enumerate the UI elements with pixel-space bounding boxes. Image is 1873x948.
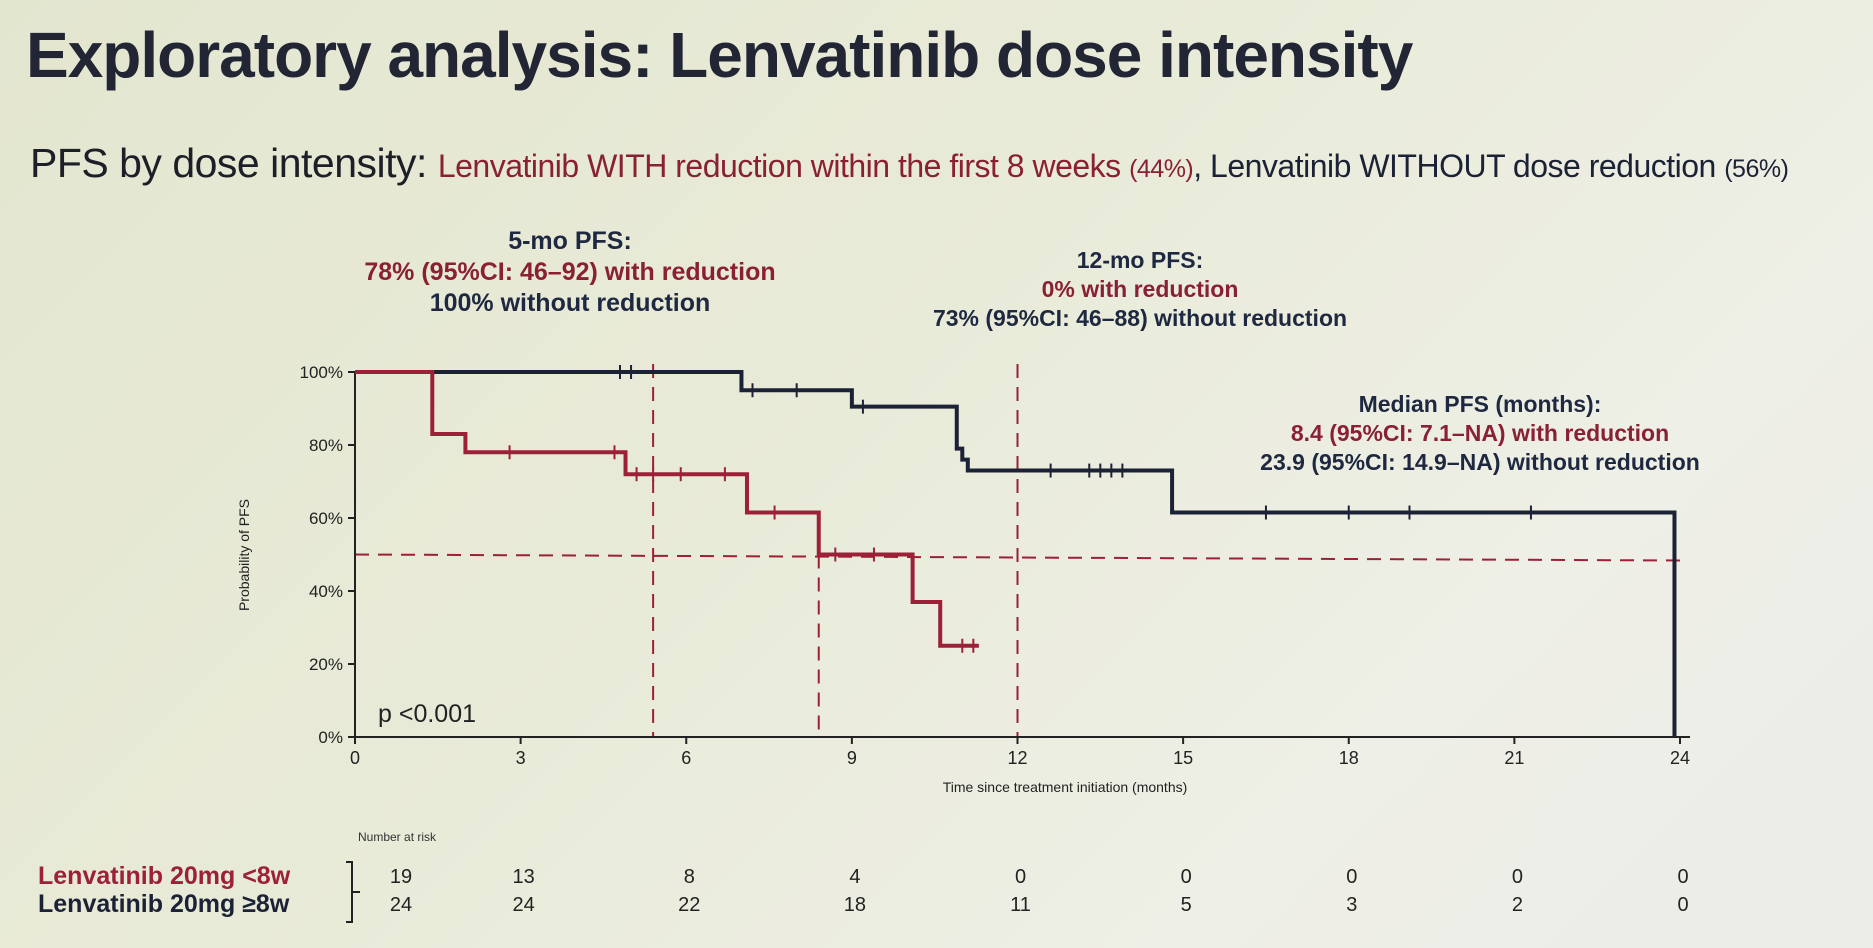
subtitle-with-reduction: Lenvatinib WITH reduction within the fir…: [437, 148, 1130, 184]
risk-value: 0: [1346, 866, 1358, 888]
subtitle-sep: ,: [1193, 148, 1211, 184]
risk-value: 11: [1010, 894, 1031, 916]
annotation-median-with: 8.4 (95%CI: 7.1–NA) with reduction: [1290, 420, 1670, 446]
x-tick-label: 12: [1007, 748, 1027, 768]
subtitle-without-pct: (56%): [1724, 155, 1789, 183]
risk-table-bracket: [346, 861, 360, 923]
x-tick-label: 15: [1173, 748, 1193, 768]
risk-value: 24: [389, 894, 413, 916]
risk-value: 19: [389, 866, 413, 888]
risk-value: 0: [1014, 866, 1027, 888]
annotation-5mo-head: 5-mo PFS:: [508, 227, 632, 255]
annotation-median-head: Median PFS (months):: [1358, 391, 1602, 417]
annotation-12mo-head: 12-mo PFS:: [1076, 247, 1204, 273]
risk-value: 2: [1511, 894, 1523, 916]
risk-value: 22: [678, 894, 701, 916]
risk-value: 13: [512, 866, 535, 888]
risk-row-label: Lenvatinib 20mg ≥8w: [38, 890, 290, 918]
x-tick-label: 24: [1670, 748, 1690, 768]
annotation-12mo-without: 73% (95%CI: 46–88) without reduction: [932, 305, 1348, 331]
chart-axes: 0%20%40%60%80%100%0 3 6 9 12 15 18 21 24: [300, 363, 1690, 923]
subtitle-lead: PFS by dose intensity:: [30, 140, 438, 186]
risk-value: 0: [1677, 866, 1689, 888]
km-curve-without: [355, 370, 1677, 737]
reference-lines: [354, 364, 1681, 737]
p-value: p <0.001: [378, 700, 476, 728]
y-axis-label: Probability of PFS: [236, 499, 252, 611]
subtitle-without-reduction: Lenvatinib WITHOUT dose reduction: [1210, 148, 1725, 184]
x-tick-label: 3: [516, 748, 526, 768]
x-tick-label: 6: [681, 748, 691, 768]
annotation-12mo-with: 0% with reduction: [1041, 276, 1239, 302]
km-curve-with: [355, 370, 979, 648]
x-axis-label: Time since treatment initiation (months): [943, 779, 1188, 795]
risk-row-label: Lenvatinib 20mg <8w: [38, 862, 291, 890]
slide-title: Exploratory analysis: Lenvatinib dose in…: [26, 19, 1413, 91]
y-tick-label: 80%: [309, 436, 343, 455]
x-tick-label: 9: [847, 748, 857, 768]
x-tick-label: 18: [1339, 748, 1359, 768]
x-tick-label: 0: [350, 748, 360, 768]
y-tick-label: 100%: [300, 363, 343, 382]
annotation-median-without: 23.9 (95%CI: 14.9–NA) without reduction: [1260, 449, 1700, 475]
risk-value: 8: [683, 866, 695, 888]
annotation-5mo-pfs: 5-mo PFS: 78% (95%CI: 46–92) with reduct…: [320, 226, 820, 319]
annotation-5mo-with: 78% (95%CI: 46–92) with reduction: [364, 258, 776, 286]
risk-value: 4: [849, 866, 861, 888]
risk-value: 3: [1346, 894, 1358, 916]
risk-value: 24: [512, 894, 535, 916]
subtitle-with-pct: (44%): [1129, 155, 1194, 183]
risk-table-header: Number at risk: [358, 830, 437, 844]
risk-value: 0: [1180, 866, 1192, 888]
chart-series: [355, 365, 1677, 737]
y-tick-label: 60%: [309, 509, 343, 528]
risk-value: 0: [1511, 866, 1523, 888]
annotation-5mo-without: 100% without reduction: [429, 289, 711, 317]
risk-value: 5: [1180, 894, 1192, 916]
x-tick-label: 21: [1504, 748, 1524, 768]
y-tick-label: 20%: [309, 655, 343, 674]
y-tick-label: 40%: [309, 582, 343, 601]
annotation-median-pfs: Median PFS (months): 8.4 (95%CI: 7.1–NA)…: [1240, 390, 1720, 477]
y-tick-label: 0%: [318, 728, 343, 747]
median-reference-line: [354, 553, 1681, 562]
risk-value: 18: [843, 894, 866, 916]
annotation-12mo-pfs: 12-mo PFS: 0% with reduction 73% (95%CI:…: [890, 246, 1390, 333]
risk-value: 0: [1677, 894, 1689, 916]
slide-subtitle: PFS by dose intensity: Lenvatinib WITH r…: [30, 140, 1789, 187]
